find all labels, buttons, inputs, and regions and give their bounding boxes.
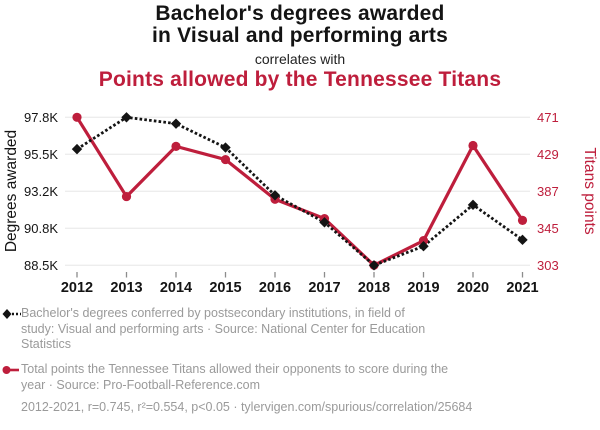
left-axis-tick-label: 90.8K [24,221,58,236]
legend-titans-line-2: year · Source: Pro-Football-Reference.co… [21,377,260,392]
legend-degrees-line-1: Bachelor's degrees conferred by postseco… [21,306,405,320]
left-axis-tick-label: 97.8K [24,110,58,125]
titans-data-point [72,112,82,122]
x-axis-year-label: 2017 [308,280,340,296]
right-axis-title: Titans points [581,147,598,235]
left-axis-tick-label: 93.2K [24,184,58,199]
x-axis-year-label: 2019 [407,280,439,296]
left-axis-tick-label: 88.5K [24,258,58,273]
x-axis-year-label: 2012 [61,280,93,296]
legend-titans-line-1: Total points the Tennessee Titans allowe… [21,362,449,376]
titans-data-point [418,236,429,246]
circle-icon [2,366,11,374]
degrees-data-point [368,260,380,271]
titans-data-point [121,191,132,202]
x-axis-year-label: 2018 [358,280,390,296]
right-axis-tick-label: 387 [537,184,559,199]
line-chart: 97.8K 471 95.5K 429 93.2K 387 90.8K 345 88.5K 303… [3,110,598,296]
degrees-data-point [220,142,231,153]
right-axis-tick-label: 471 [537,110,559,125]
right-axis-tick-label: 345 [537,221,559,236]
x-axis-year-label: 2020 [457,280,489,296]
right-axis-tick-label: 429 [537,147,559,162]
degrees-data-point [467,199,479,211]
degrees-data-point [418,241,429,252]
degrees-data-point [517,234,528,246]
legend-marker-degrees [2,309,21,319]
legend-degrees-line-3: Statistics [21,337,72,351]
title-line-1: Bachelor's degrees awarded [155,2,445,25]
page-title: Bachelor's degrees awarded in Visual and… [0,3,600,47]
degrees-data-point [170,118,182,129]
degrees-data-point [269,190,281,201]
titans-data-point [517,215,528,225]
x-axis-year-label: 2013 [110,280,142,296]
titans-data-point [171,141,181,151]
degrees-line-series [76,115,524,267]
left-axis-tick-label: 95.5K [24,147,58,162]
titans-data-point [220,154,231,165]
legend-degrees-line-2: study: Visual and performing arts · Sour… [21,321,426,336]
right-axis-tick-label: 303 [537,258,559,273]
x-axis-year-label: 2021 [506,280,538,296]
legend-entry-degrees: Bachelor's degrees conferred by postseco… [21,306,581,353]
correlates-with-text: correlates with [254,51,346,67]
degrees-data-point [71,143,83,155]
x-axis-year-label: 2014 [160,280,192,296]
x-axis-year-label: 2016 [259,280,291,296]
title-line-2: in Visual and performing arts [152,24,448,47]
stats-footer: 2012-2021, r=0.745, r²=0.554, p<0.05 · t… [21,400,473,414]
degrees-data-point [319,217,330,228]
legend-marker-titans [2,366,19,374]
subtitle: Points allowed by the Tennessee Titans [98,68,502,91]
x-axis-year-label: 2015 [209,280,241,296]
left-axis-title: Degrees awarded [3,130,20,252]
titans-data-point [468,140,478,151]
legend-entry-titans: Total points the Tennessee Titans allowe… [21,362,581,393]
diamond-icon [2,309,12,319]
